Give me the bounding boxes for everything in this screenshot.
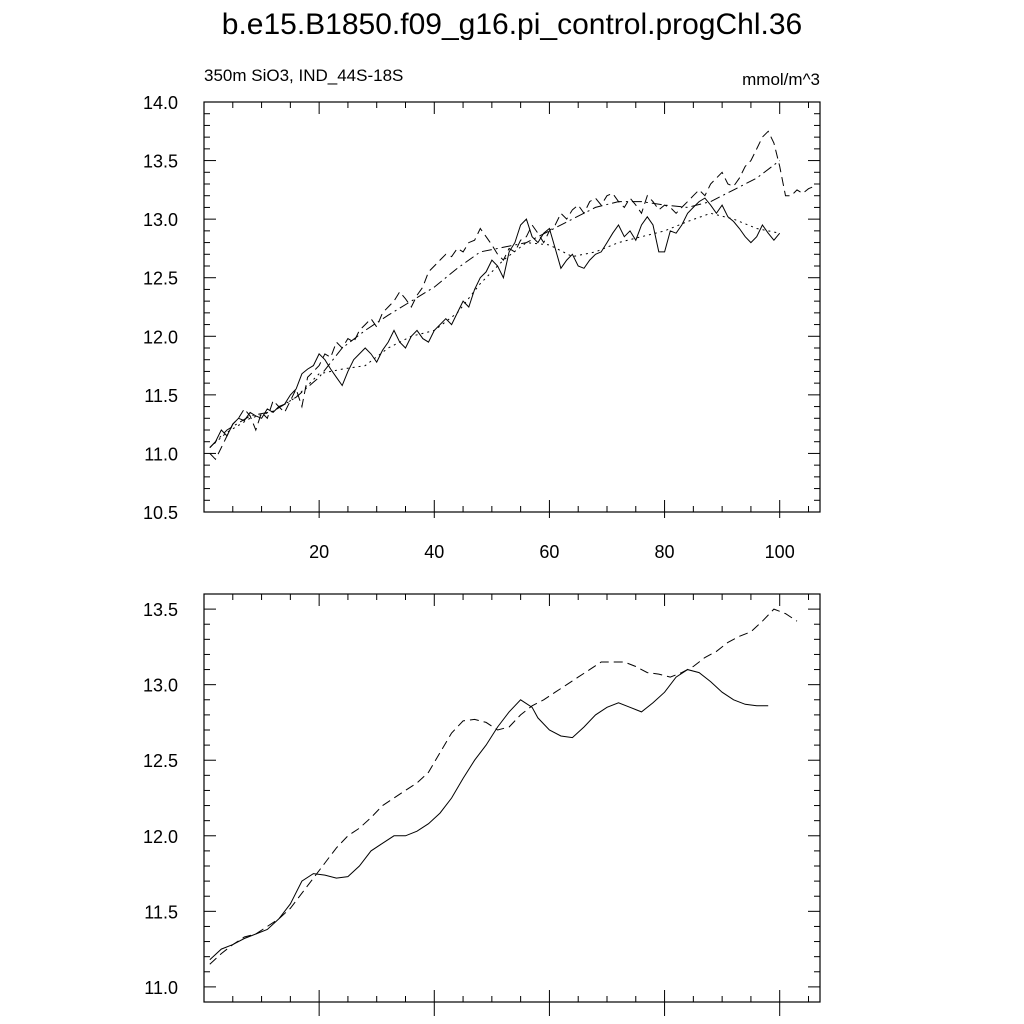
x-tick-label: 80 xyxy=(655,542,675,562)
y-tick-label: 13.5 xyxy=(143,600,178,620)
top-panel: 20 40 60 80 100 10.5 11.0 11.5 12.0 12.5 13.0 13.5 1… xyxy=(143,93,821,562)
chart-title: b.e15.B1850.f09_g16.pi_control.progChl.3… xyxy=(221,8,803,41)
x-tick-label: 40 xyxy=(424,542,444,562)
series-line-solid xyxy=(209,197,781,448)
y-tick-label: 12.0 xyxy=(143,327,178,347)
y-tick-label: 10.5 xyxy=(143,503,178,523)
y-tick-label: 12.5 xyxy=(143,269,178,289)
chart-subtitle-variable: 350m SiO3, IND_44S-18S xyxy=(204,66,404,85)
series-line-dash-dot xyxy=(209,160,781,448)
bottom-panel: 11.0 11.5 12.0 12.5 13.0 13.5 xyxy=(143,593,821,1016)
series-line-dotted xyxy=(209,212,780,448)
y-tick-label: 11.0 xyxy=(144,444,178,464)
x-tick-label: 100 xyxy=(765,542,795,562)
y-tick-label: 13.5 xyxy=(143,152,178,172)
y-tick-label: 14.0 xyxy=(143,93,178,113)
y-tick-label: 11.5 xyxy=(144,902,178,922)
y-tick-label: 11.5 xyxy=(144,386,178,406)
plot-frame xyxy=(203,593,821,1003)
y-tick-label: 13.0 xyxy=(143,676,178,696)
y-tick-label: 13.0 xyxy=(143,210,178,230)
x-tick-label: 20 xyxy=(309,542,329,562)
series-line-solid xyxy=(209,669,769,961)
plot-frame xyxy=(203,101,821,513)
series-line-dashed xyxy=(209,130,815,461)
chart-subtitle-units: mmol/m^3 xyxy=(742,70,820,89)
y-tick-label: 12.5 xyxy=(143,751,178,771)
x-tick-label: 60 xyxy=(539,542,559,562)
series-line-dashed xyxy=(209,608,798,965)
y-tick-label: 12.0 xyxy=(143,827,178,847)
y-tick-label: 11.0 xyxy=(144,978,178,998)
